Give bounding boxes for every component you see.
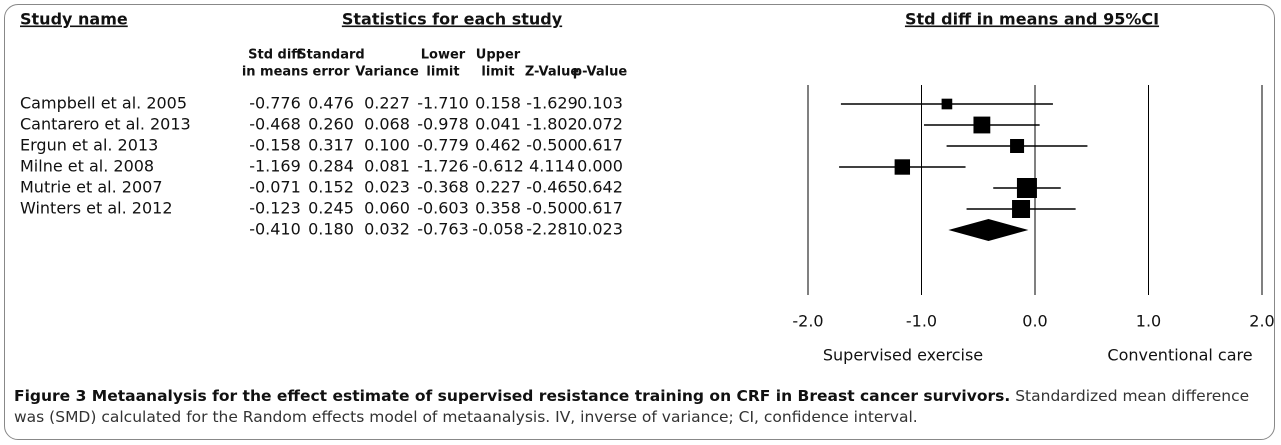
effect-square xyxy=(973,116,991,134)
table-cell: 0.617 xyxy=(577,199,623,218)
table-cell: -0.612 xyxy=(472,157,524,176)
table-cell: 0.081 xyxy=(364,157,410,176)
table-cell: 0.462 xyxy=(475,136,521,155)
table-cell: -0.158 xyxy=(249,136,301,155)
study-name: Milne et al. 2008 xyxy=(20,157,154,176)
column-header: Upper xyxy=(476,48,521,63)
table-cell: 0.068 xyxy=(364,115,410,134)
table-cell: 0.041 xyxy=(475,115,521,134)
x-tick-label: 2.0 xyxy=(1249,312,1274,331)
table-cell: 0.023 xyxy=(364,178,410,197)
table-cell: -0.123 xyxy=(249,199,301,218)
forest-plot-figure: Study name Statistics for each study Std… xyxy=(20,10,1275,365)
table-cell: -0.603 xyxy=(417,199,469,218)
study-name: Campbell et al. 2005 xyxy=(20,94,187,113)
table-cell: -1.710 xyxy=(417,94,469,113)
table-cell: 0.158 xyxy=(475,94,521,113)
table-cell: 0.227 xyxy=(364,94,410,113)
caption-text: Standardized mean difference was (SMD) c… xyxy=(14,387,1250,426)
table-cell: 0.060 xyxy=(364,199,410,218)
table-cell: 0.317 xyxy=(308,136,354,155)
figure-frame xyxy=(4,4,1275,440)
table-cell: -0.410 xyxy=(249,220,301,239)
column-header: p-Value xyxy=(573,65,628,80)
column-header: Standard xyxy=(297,48,364,63)
study-name-header: Study name xyxy=(20,10,128,29)
table-cell: -0.465 xyxy=(526,178,578,197)
table-cell: 0.100 xyxy=(364,136,410,155)
x-tick-label: -1.0 xyxy=(906,312,937,331)
x-tick-label: 1.0 xyxy=(1136,312,1161,331)
table-cell: 0.227 xyxy=(475,178,521,197)
table-cell: -0.368 xyxy=(417,178,469,197)
effect-square xyxy=(1010,139,1025,153)
column-header: limit xyxy=(481,65,514,80)
table-cell: 0.245 xyxy=(308,199,354,218)
axis-right-label: Conventional care xyxy=(1107,346,1252,365)
table-cell: 0.358 xyxy=(475,199,521,218)
table-cell: 0.000 xyxy=(577,157,623,176)
study-name: Ergun et al. 2013 xyxy=(20,136,158,155)
statistics-header: Statistics for each study xyxy=(342,10,563,29)
caption-title: Figure 3 Metaanalysis for the effect est… xyxy=(14,387,1011,405)
table-cell: -1.726 xyxy=(417,157,469,176)
summary-diamond xyxy=(948,219,1029,241)
table-cell: -0.763 xyxy=(417,220,469,239)
table-cell: 0.023 xyxy=(577,220,623,239)
x-tick-label: 0.0 xyxy=(1022,312,1047,331)
table-cell: 0.284 xyxy=(308,157,354,176)
study-name: Cantarero et al. 2013 xyxy=(20,115,191,134)
table-cell: -0.779 xyxy=(417,136,469,155)
table-cell: -0.500 xyxy=(526,199,578,218)
x-tick-label: -2.0 xyxy=(792,312,823,331)
table-cell: 0.072 xyxy=(577,115,623,134)
table-cell: 0.260 xyxy=(308,115,354,134)
table-cell: -0.058 xyxy=(472,220,524,239)
study-name: Mutrie et al. 2007 xyxy=(20,178,163,197)
column-header: in means xyxy=(242,65,309,80)
column-header: Z-Value xyxy=(525,65,579,80)
table-cell: 0.103 xyxy=(577,94,623,113)
table-cell: 0.617 xyxy=(577,136,623,155)
effect-square xyxy=(894,159,911,175)
table-cell: 0.152 xyxy=(308,178,354,197)
table-cell: 0.642 xyxy=(577,178,623,197)
column-header: Lower xyxy=(421,48,466,63)
table-cell: -0.776 xyxy=(249,94,301,113)
table-cell: -1.802 xyxy=(526,115,578,134)
effect-square xyxy=(941,98,953,110)
effect-square xyxy=(1012,200,1031,218)
table-cell: -0.468 xyxy=(249,115,301,134)
table-cell: 0.180 xyxy=(308,220,354,239)
table-cell: -0.071 xyxy=(249,178,301,197)
table-cell: -0.500 xyxy=(526,136,578,155)
axis-left-label: Supervised exercise xyxy=(823,346,983,365)
table-cell: 0.032 xyxy=(364,220,410,239)
column-header: error xyxy=(313,65,351,80)
caption: Figure 3 Metaanalysis for the effect est… xyxy=(14,386,1269,428)
effect-square xyxy=(1016,178,1037,198)
column-header: Variance xyxy=(355,65,419,80)
table-cell: -0.978 xyxy=(417,115,469,134)
study-name: Winters et al. 2012 xyxy=(20,199,173,218)
table-cell: 4.114 xyxy=(529,157,575,176)
table-cell: -2.281 xyxy=(526,220,578,239)
table-cell: -1.169 xyxy=(249,157,301,176)
plot-header: Std diff in means and 95%CI xyxy=(905,10,1159,29)
column-header: Std diff xyxy=(248,48,302,63)
column-header: limit xyxy=(426,65,459,80)
table-cell: 0.476 xyxy=(308,94,354,113)
table-cell: -1.629 xyxy=(526,94,578,113)
